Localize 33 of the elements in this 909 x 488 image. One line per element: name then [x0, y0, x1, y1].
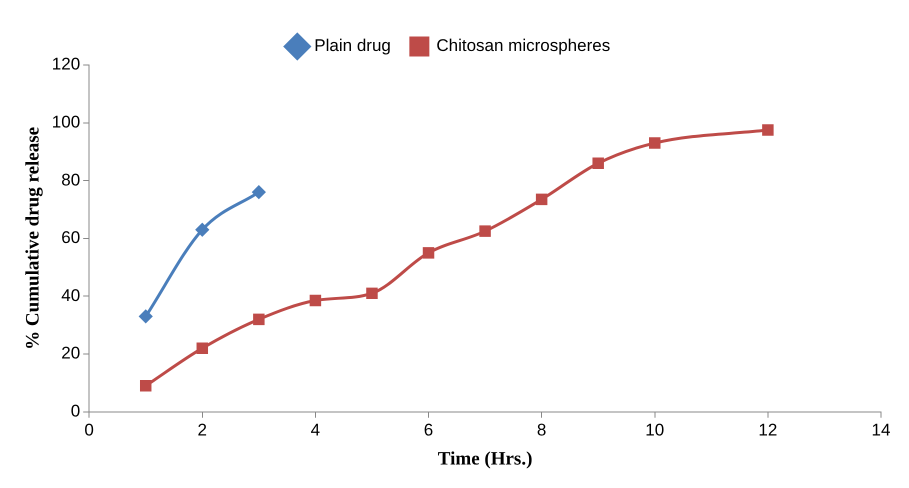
point [196, 342, 208, 354]
point [310, 294, 322, 306]
y-axis-title: % Cumulative drug release [22, 126, 44, 350]
point [366, 288, 378, 300]
point [536, 194, 548, 206]
x-tick-label: 10 [645, 420, 664, 440]
y-tick-label: 60 [61, 228, 80, 248]
point [422, 247, 434, 259]
point [140, 380, 152, 392]
point [592, 158, 604, 170]
point [252, 186, 266, 199]
x-axis-title: Time (Hrs.) [438, 448, 532, 470]
legend-label: Plain drug [314, 36, 391, 56]
point [196, 223, 209, 236]
legend-label: Chitosan microspheres [436, 36, 610, 56]
x-tick-label: 0 [84, 420, 94, 440]
point [139, 310, 152, 323]
y-tick-label: 100 [52, 112, 80, 132]
point [479, 225, 491, 237]
y-tick-label: 80 [61, 170, 80, 190]
x-tick-label: 4 [310, 420, 320, 440]
x-tick-label: 6 [424, 420, 434, 440]
x-tick-label: 12 [758, 420, 778, 440]
point [649, 137, 661, 149]
x-tick-label: 14 [872, 420, 890, 440]
point [762, 124, 774, 136]
y-tick-label: 0 [70, 401, 80, 420]
x-tick-label: 2 [198, 420, 208, 440]
y-tick-label: 20 [61, 344, 80, 363]
x-tick-label: 8 [536, 420, 546, 440]
point [253, 314, 265, 326]
y-tick-label: 40 [61, 286, 80, 305]
y-tick-label: 120 [52, 54, 80, 74]
